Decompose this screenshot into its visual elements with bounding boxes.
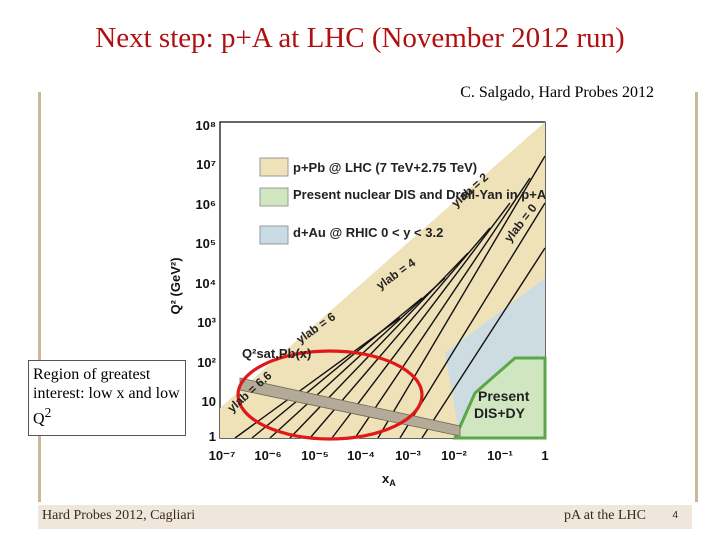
slide-frame xyxy=(38,92,698,502)
qsat-label: Q²sat,Pb(x) xyxy=(242,346,311,361)
x-tick: 10⁻¹ xyxy=(487,448,513,463)
x-tick-labels: 10⁻⁷ 10⁻⁶ 10⁻⁵ 10⁻⁴ 10⁻³ 10⁻² 10⁻¹ 1 xyxy=(209,448,549,463)
legend-swatch-lhc xyxy=(259,157,289,177)
y-tick: 10⁸ xyxy=(195,118,216,133)
dis-dy-label: DIS+DY xyxy=(474,405,526,421)
x-tick: 10⁻² xyxy=(441,448,467,463)
callout-box: Region of greatest interest: low x and l… xyxy=(28,360,186,436)
legend-label-dis: Present nuclear DIS and Drell-Yan in p+A xyxy=(293,187,547,202)
y-tick: 10⁷ xyxy=(196,157,216,172)
slide-title: Next step: p+A at LHC (November 2012 run… xyxy=(95,22,625,54)
present-label: Present xyxy=(478,388,530,404)
y-axis-title: Q² (GeV²) xyxy=(168,257,183,314)
kinematic-plot: p+Pb @ LHC (7 TeV+2.75 TeV) Present nucl… xyxy=(160,108,560,500)
y-tick-labels: 1 10 10² 10³ 10⁴ 10⁵ 10⁶ 10⁷ 10⁸ xyxy=(195,118,217,444)
y-tick: 10⁵ xyxy=(195,236,216,251)
rapidity-lines xyxy=(234,155,546,439)
y-tick: 10⁴ xyxy=(195,276,216,291)
highlight-ellipse xyxy=(236,349,424,441)
y-tick: 10⁶ xyxy=(196,197,216,212)
footer-bar: Hard Probes 2012, Cagliari pA at the LHC… xyxy=(38,505,692,529)
x-tick: 10⁻⁷ xyxy=(209,448,236,463)
x-tick: 10⁻⁴ xyxy=(347,448,375,463)
legend-swatch-rhic xyxy=(259,225,289,245)
footer-right: pA at the LHC xyxy=(563,508,646,523)
y-tick: 1 xyxy=(209,429,216,444)
dis-region xyxy=(452,356,547,440)
legend: p+Pb @ LHC (7 TeV+2.75 TeV) Present nucl… xyxy=(259,157,547,245)
callout-superscript: 2 xyxy=(44,405,52,420)
credit-text: C. Salgado, Hard Probes 2012 xyxy=(460,84,654,101)
y-tick: 10² xyxy=(197,355,216,370)
page-number: 4 xyxy=(672,510,678,521)
legend-label-lhc: p+Pb @ LHC (7 TeV+2.75 TeV) xyxy=(293,160,477,175)
x-tick: 10⁻⁶ xyxy=(254,448,281,463)
legend-label-rhic: d+Au @ RHIC 0 < y < 3.2 xyxy=(293,225,443,240)
kinematic-plot-svg: p+Pb @ LHC (7 TeV+2.75 TeV) Present nucl… xyxy=(168,118,549,488)
y-tick: 10³ xyxy=(197,315,216,330)
x-axis-title: xA xyxy=(382,471,396,488)
footer-left: Hard Probes 2012, Cagliari xyxy=(42,508,196,523)
legend-swatch-dis xyxy=(259,187,289,207)
y-tick: 10 xyxy=(202,394,216,409)
x-tick: 1 xyxy=(541,448,548,463)
callout-text: Region of greatest interest: low x and l… xyxy=(33,366,180,428)
x-tick: 10⁻³ xyxy=(395,448,421,463)
x-tick: 10⁻⁵ xyxy=(301,448,328,463)
